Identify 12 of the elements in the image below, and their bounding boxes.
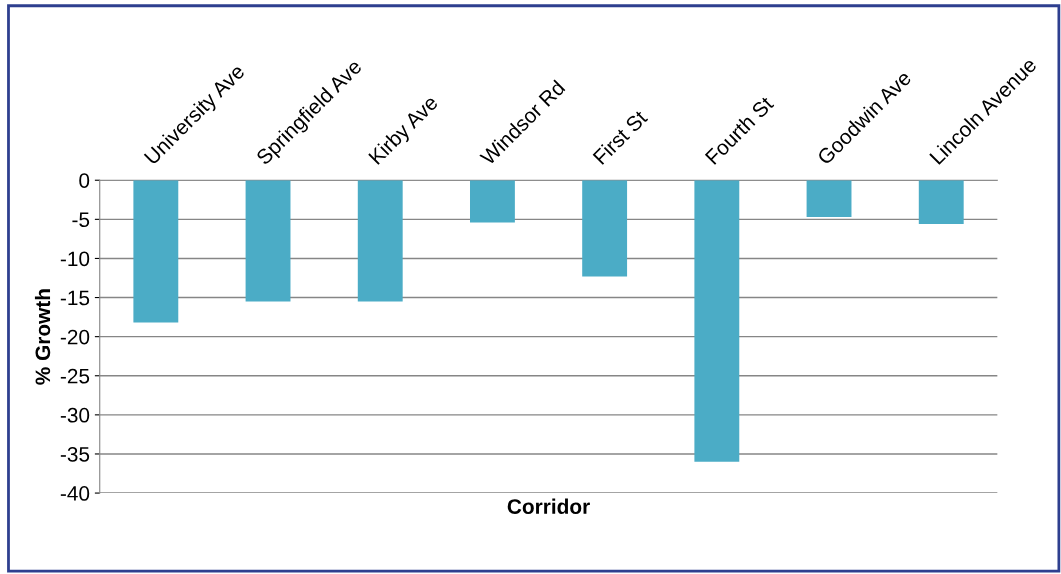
y-tick-label: -15 — [60, 290, 90, 306]
y-tick-label: -35 — [60, 446, 90, 462]
y-tick-label: -5 — [72, 212, 90, 228]
y-tick-label: -40 — [60, 486, 90, 501]
x-axis-title: Corridor — [507, 498, 590, 514]
x-tick-label: First St — [592, 108, 649, 165]
y-axis-title: % Growth — [34, 289, 51, 385]
y-tick-label: -25 — [60, 368, 90, 384]
y-tick-label: -30 — [60, 407, 90, 423]
y-tick-label: -10 — [60, 251, 90, 267]
y-tick-label: 0 — [79, 173, 90, 188]
y-tick-label: -20 — [60, 329, 90, 345]
